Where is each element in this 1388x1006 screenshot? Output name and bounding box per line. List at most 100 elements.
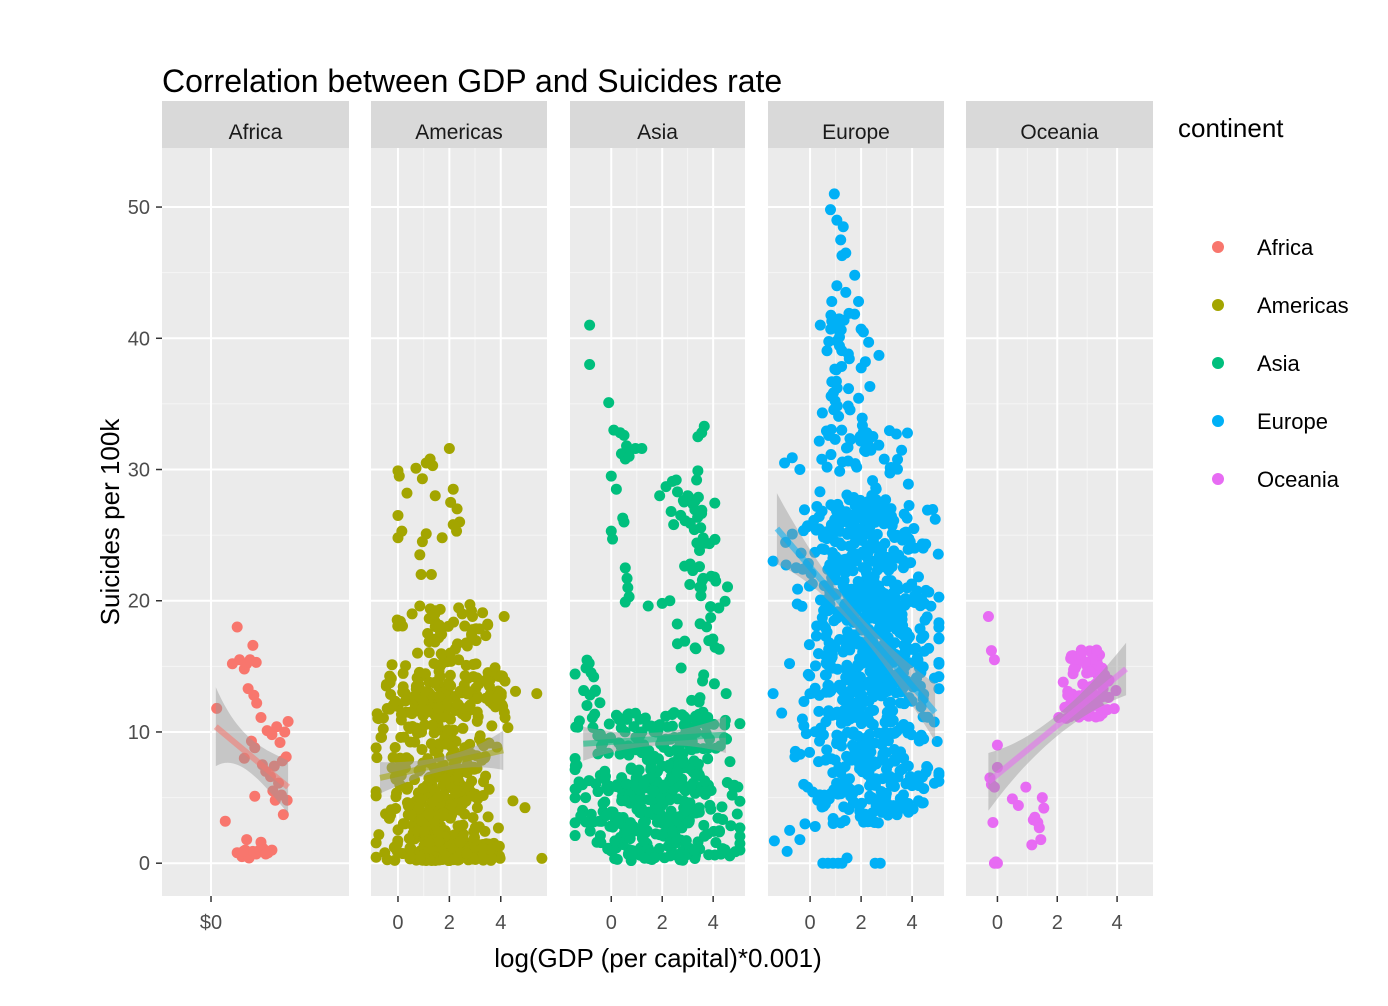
data-point	[413, 666, 425, 678]
data-point	[823, 637, 835, 649]
data-point	[835, 817, 847, 829]
data-point	[685, 780, 697, 792]
data-point	[594, 697, 606, 709]
data-point	[589, 684, 601, 696]
strip-europe	[768, 101, 944, 148]
x-tick-label: 4	[907, 912, 918, 934]
data-point	[726, 789, 738, 801]
data-point	[597, 798, 609, 810]
data-point	[820, 650, 832, 662]
data-point	[767, 555, 779, 567]
data-point	[843, 383, 855, 395]
data-point	[1110, 685, 1122, 697]
data-point	[842, 455, 854, 467]
data-point	[875, 585, 887, 597]
data-point	[386, 762, 398, 774]
data-point	[834, 730, 846, 742]
data-point	[720, 688, 732, 700]
data-point	[507, 795, 519, 807]
data-point	[425, 568, 437, 580]
data-point	[885, 461, 897, 473]
data-point	[422, 628, 434, 640]
data-point	[426, 796, 438, 808]
data-point	[584, 825, 596, 837]
data-point	[842, 400, 854, 412]
strip-asia	[570, 101, 745, 148]
data-point	[829, 395, 841, 407]
data-point	[823, 705, 835, 717]
data-point	[651, 803, 663, 815]
data-point	[250, 656, 262, 668]
data-point	[601, 781, 613, 793]
data-point	[433, 836, 445, 848]
data-point	[621, 824, 633, 836]
data-point	[471, 715, 483, 727]
data-point	[460, 795, 472, 807]
data-point	[433, 690, 445, 702]
data-point	[865, 776, 877, 788]
data-point	[471, 706, 483, 718]
data-point	[684, 578, 696, 590]
panel-oceania: Oceania 0 2 4	[966, 101, 1153, 934]
data-point	[462, 686, 474, 698]
data-point	[894, 765, 906, 777]
data-point	[691, 474, 703, 486]
data-point	[903, 500, 915, 512]
data-point	[803, 639, 815, 651]
data-point	[642, 600, 654, 612]
data-point	[405, 809, 417, 821]
data-point	[279, 726, 291, 738]
data-point	[385, 672, 397, 684]
data-point	[605, 470, 617, 482]
data-point	[607, 533, 619, 545]
data-point	[247, 639, 259, 651]
data-point	[841, 852, 853, 864]
data-point	[1057, 676, 1069, 688]
data-point	[831, 280, 843, 292]
data-point	[502, 722, 514, 734]
y-tick-label: 30	[128, 460, 150, 482]
data-point	[482, 811, 494, 823]
data-point	[416, 473, 428, 485]
data-point	[855, 700, 867, 712]
data-point	[389, 741, 401, 753]
data-point	[890, 623, 902, 635]
data-point	[845, 790, 857, 802]
data-point	[654, 490, 666, 502]
data-point	[281, 794, 293, 806]
data-point	[588, 671, 600, 683]
data-point	[928, 672, 940, 684]
data-point	[570, 783, 582, 795]
data-point	[449, 746, 461, 758]
data-point	[884, 771, 896, 783]
data-point	[859, 445, 871, 457]
data-point	[687, 565, 699, 577]
data-point	[906, 729, 918, 741]
data-point	[813, 523, 825, 535]
data-point	[816, 505, 828, 517]
data-point	[494, 852, 506, 864]
data-point	[804, 670, 816, 682]
data-point	[713, 602, 725, 614]
data-point	[828, 404, 840, 416]
data-point	[784, 658, 796, 670]
data-point	[917, 711, 929, 723]
y-tick-label: 50	[128, 197, 150, 219]
data-point	[394, 752, 406, 764]
data-point	[395, 708, 407, 720]
legend-label-africa: Africa	[1257, 235, 1314, 260]
data-point	[448, 616, 460, 628]
data-point	[710, 575, 722, 587]
data-point	[432, 826, 444, 838]
data-point	[884, 675, 896, 687]
data-point	[649, 852, 661, 864]
data-point	[889, 648, 901, 660]
data-point	[392, 509, 404, 521]
data-point	[809, 660, 821, 672]
strip-africa	[162, 101, 349, 148]
data-point	[634, 807, 646, 819]
data-point	[843, 307, 855, 319]
data-point	[386, 659, 398, 671]
data-point	[394, 779, 406, 791]
